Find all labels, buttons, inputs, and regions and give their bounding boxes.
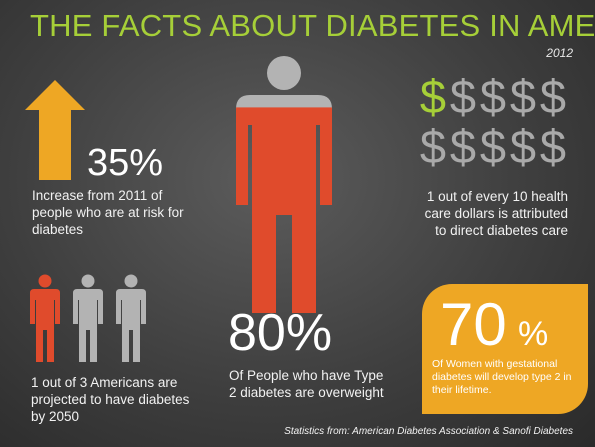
dollar-sign-icon: $ [539,70,567,123]
person-icon-highlighted [30,274,60,362]
risk-stat-value: 35% [87,142,164,184]
overweight-stat-value: 80% [228,304,333,362]
year-label: 2012 [546,46,573,60]
gestational-stat-box [422,284,588,414]
dollar-row: $ $ $ $ $ [418,122,568,172]
person-icon [73,274,103,362]
figure-filled-part [236,107,332,313]
dollars-stat-description: 1 out of every 10 health care dollars is… [424,189,568,238]
person-icon [116,274,146,362]
source-footer: Statistics from: American Diabetes Assoc… [284,426,573,437]
person-fill-icon [236,56,332,313]
dollar-grid: $ $ $ $ $ $ $ $ $ $ [418,72,568,172]
gestational-stat-percent: % [518,315,549,353]
people-icons [30,274,146,362]
dollar-sign-icon: $ [449,70,477,123]
dollar-sign-icon: $ [419,120,447,173]
page-title: THE FACTS ABOUT DIABETES IN AMERICA [30,8,595,43]
dollar-sign-icon: $ [449,120,477,173]
gestational-stat-description: Of Women with gestational diabetes will … [432,358,572,396]
dollar-sign-icon: $ [479,120,507,173]
dollar-sign-icon: $ [509,70,537,123]
projection-stat-description: 1 out of 3 Americans are projected to ha… [31,375,190,424]
risk-stat-description: Increase from 2011 of people who are at … [32,188,184,237]
dollar-sign-icon: $ [479,70,507,123]
overweight-stat-description: Of People who have Type 2 diabetes are o… [229,368,384,400]
dollar-sign-icon-highlighted: $ [419,70,447,123]
gestational-stat-value: 70 [440,291,507,358]
dollar-row: $ $ $ $ $ [418,72,568,122]
up-arrow-icon [25,80,85,180]
dollar-sign-icon: $ [539,120,567,173]
dollar-sign-icon: $ [509,120,537,173]
